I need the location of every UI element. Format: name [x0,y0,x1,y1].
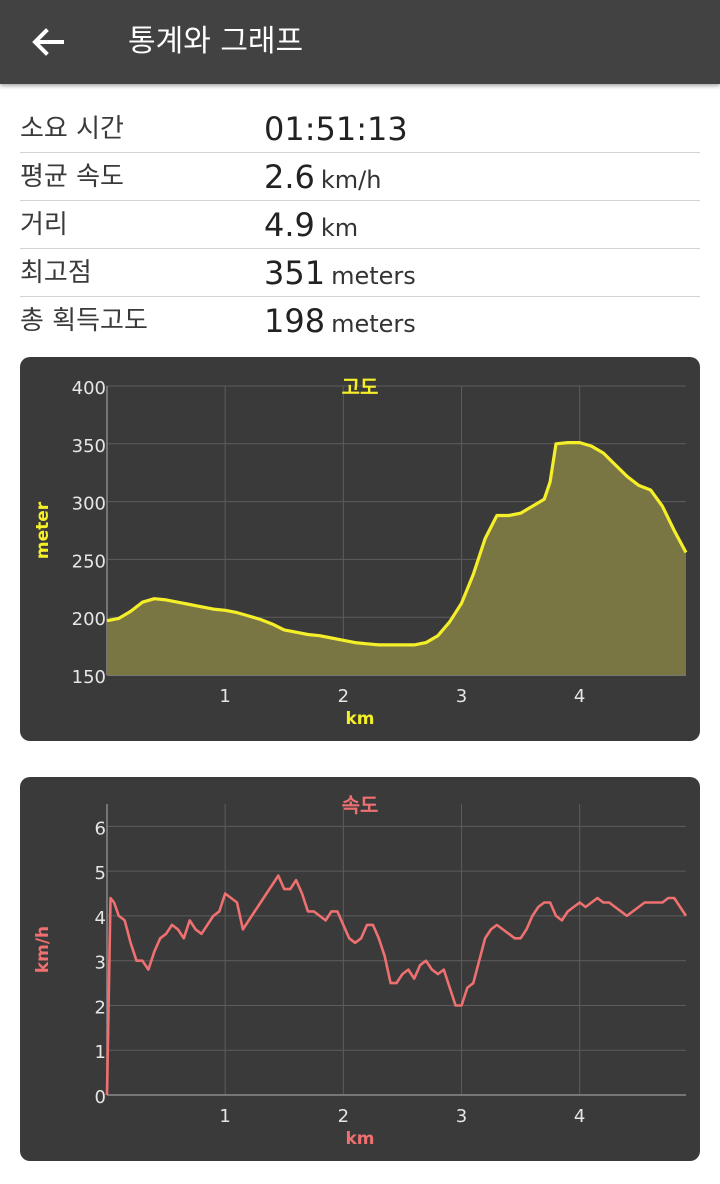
x-tick-label: 2 [338,686,349,707]
stat-row-elevation-gain: 총 획득고도 198 meters [20,297,700,344]
stat-value: 01:51:13 [264,110,408,148]
elevation-area [107,442,686,675]
stat-unit: km [320,214,359,242]
x-tick-label: 1 [219,1106,230,1127]
x-tick-label: 3 [456,1106,467,1127]
y-tick-label: 400 [72,378,106,399]
stat-unit: meters [331,310,416,338]
y-tick-label: 2 [95,997,106,1018]
y-tick-label: 350 [72,436,106,457]
elevation-chart: 150 200 250 300 350 400 1 2 3 4 고도 km meter [33,375,688,729]
app-bar: 통계와 그래프 [0,0,720,84]
stats-table: 소요 시간 01:51:13 평균 속도 2.6 km/h 거리 4.9 km 최고… [20,105,700,344]
y-tick-label: 250 [72,551,106,572]
back-button[interactable] [28,22,68,62]
y-tick-label: 4 [95,908,106,929]
y-tick-label: 0 [95,1087,106,1108]
stat-label: 소요 시간 [20,114,124,144]
stat-label: 총 획득고도 [20,306,148,336]
chart-title: 고도 [342,375,379,399]
stat-row-avg-speed: 평균 속도 2.6 km/h [20,153,700,201]
x-tick-label: 2 [338,1106,349,1127]
stat-value: 198 [264,302,326,340]
y-tick-label: 150 [72,667,106,688]
y-tick-label: 3 [95,953,106,974]
x-tick-label: 4 [574,686,585,707]
y-tick-label: 1 [95,1042,106,1063]
y-tick-label: 200 [72,609,106,630]
x-axis-label: km [345,709,374,729]
y-tick-label: 6 [95,818,106,839]
stat-unit: km/h [320,166,382,194]
y-axis-label: meter [33,501,53,559]
chart-title: 속도 [342,793,379,817]
stat-label: 평균 속도 [20,162,124,192]
arrow-left-icon [32,28,64,56]
stat-label: 최고점 [20,258,92,288]
x-axis-label: km [345,1129,374,1149]
stat-value: 2.6 [264,158,315,196]
stat-row-distance: 거리 4.9 km [20,201,700,249]
speed-line [105,874,688,1096]
x-tick-label: 1 [219,686,230,707]
page-title: 통계와 그래프 [128,24,304,59]
y-tick-label: 300 [72,494,106,515]
y-tick-label: 5 [95,863,106,884]
speed-chart-card: 0 1 2 3 4 5 6 1 2 3 4 속도 km km/h [20,777,700,1161]
stat-value: 351 [264,254,326,292]
stat-label: 거리 [20,210,68,240]
elevation-chart-card: 150 200 250 300 350 400 1 2 3 4 고도 km meter [20,357,700,741]
stat-value: 4.9 [264,206,315,244]
elevation-line [106,440,688,647]
x-tick-label: 3 [456,686,467,707]
y-axis-label: km/h [33,926,53,973]
stat-unit: meters [331,262,416,290]
stat-row-duration: 소요 시간 01:51:13 [20,105,700,153]
x-tick-label: 4 [574,1106,585,1127]
speed-chart: 0 1 2 3 4 5 6 1 2 3 4 속도 km km/h [33,793,688,1149]
stat-row-max-elevation: 최고점 351 meters [20,249,700,297]
